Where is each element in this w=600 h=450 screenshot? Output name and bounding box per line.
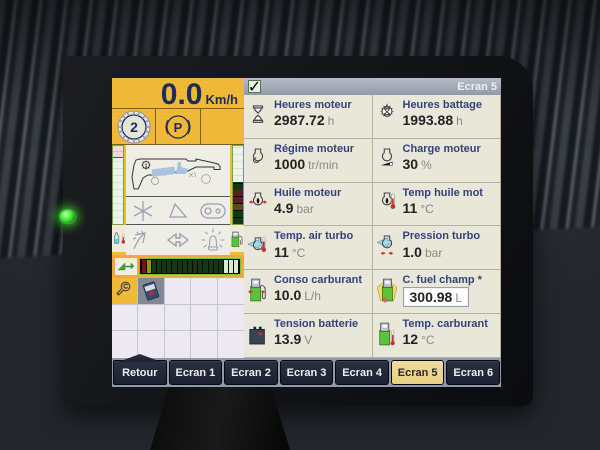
svg-text:P: P: [174, 120, 183, 135]
svg-text:2: 2: [130, 119, 138, 135]
svg-text:1: 1: [145, 164, 148, 170]
